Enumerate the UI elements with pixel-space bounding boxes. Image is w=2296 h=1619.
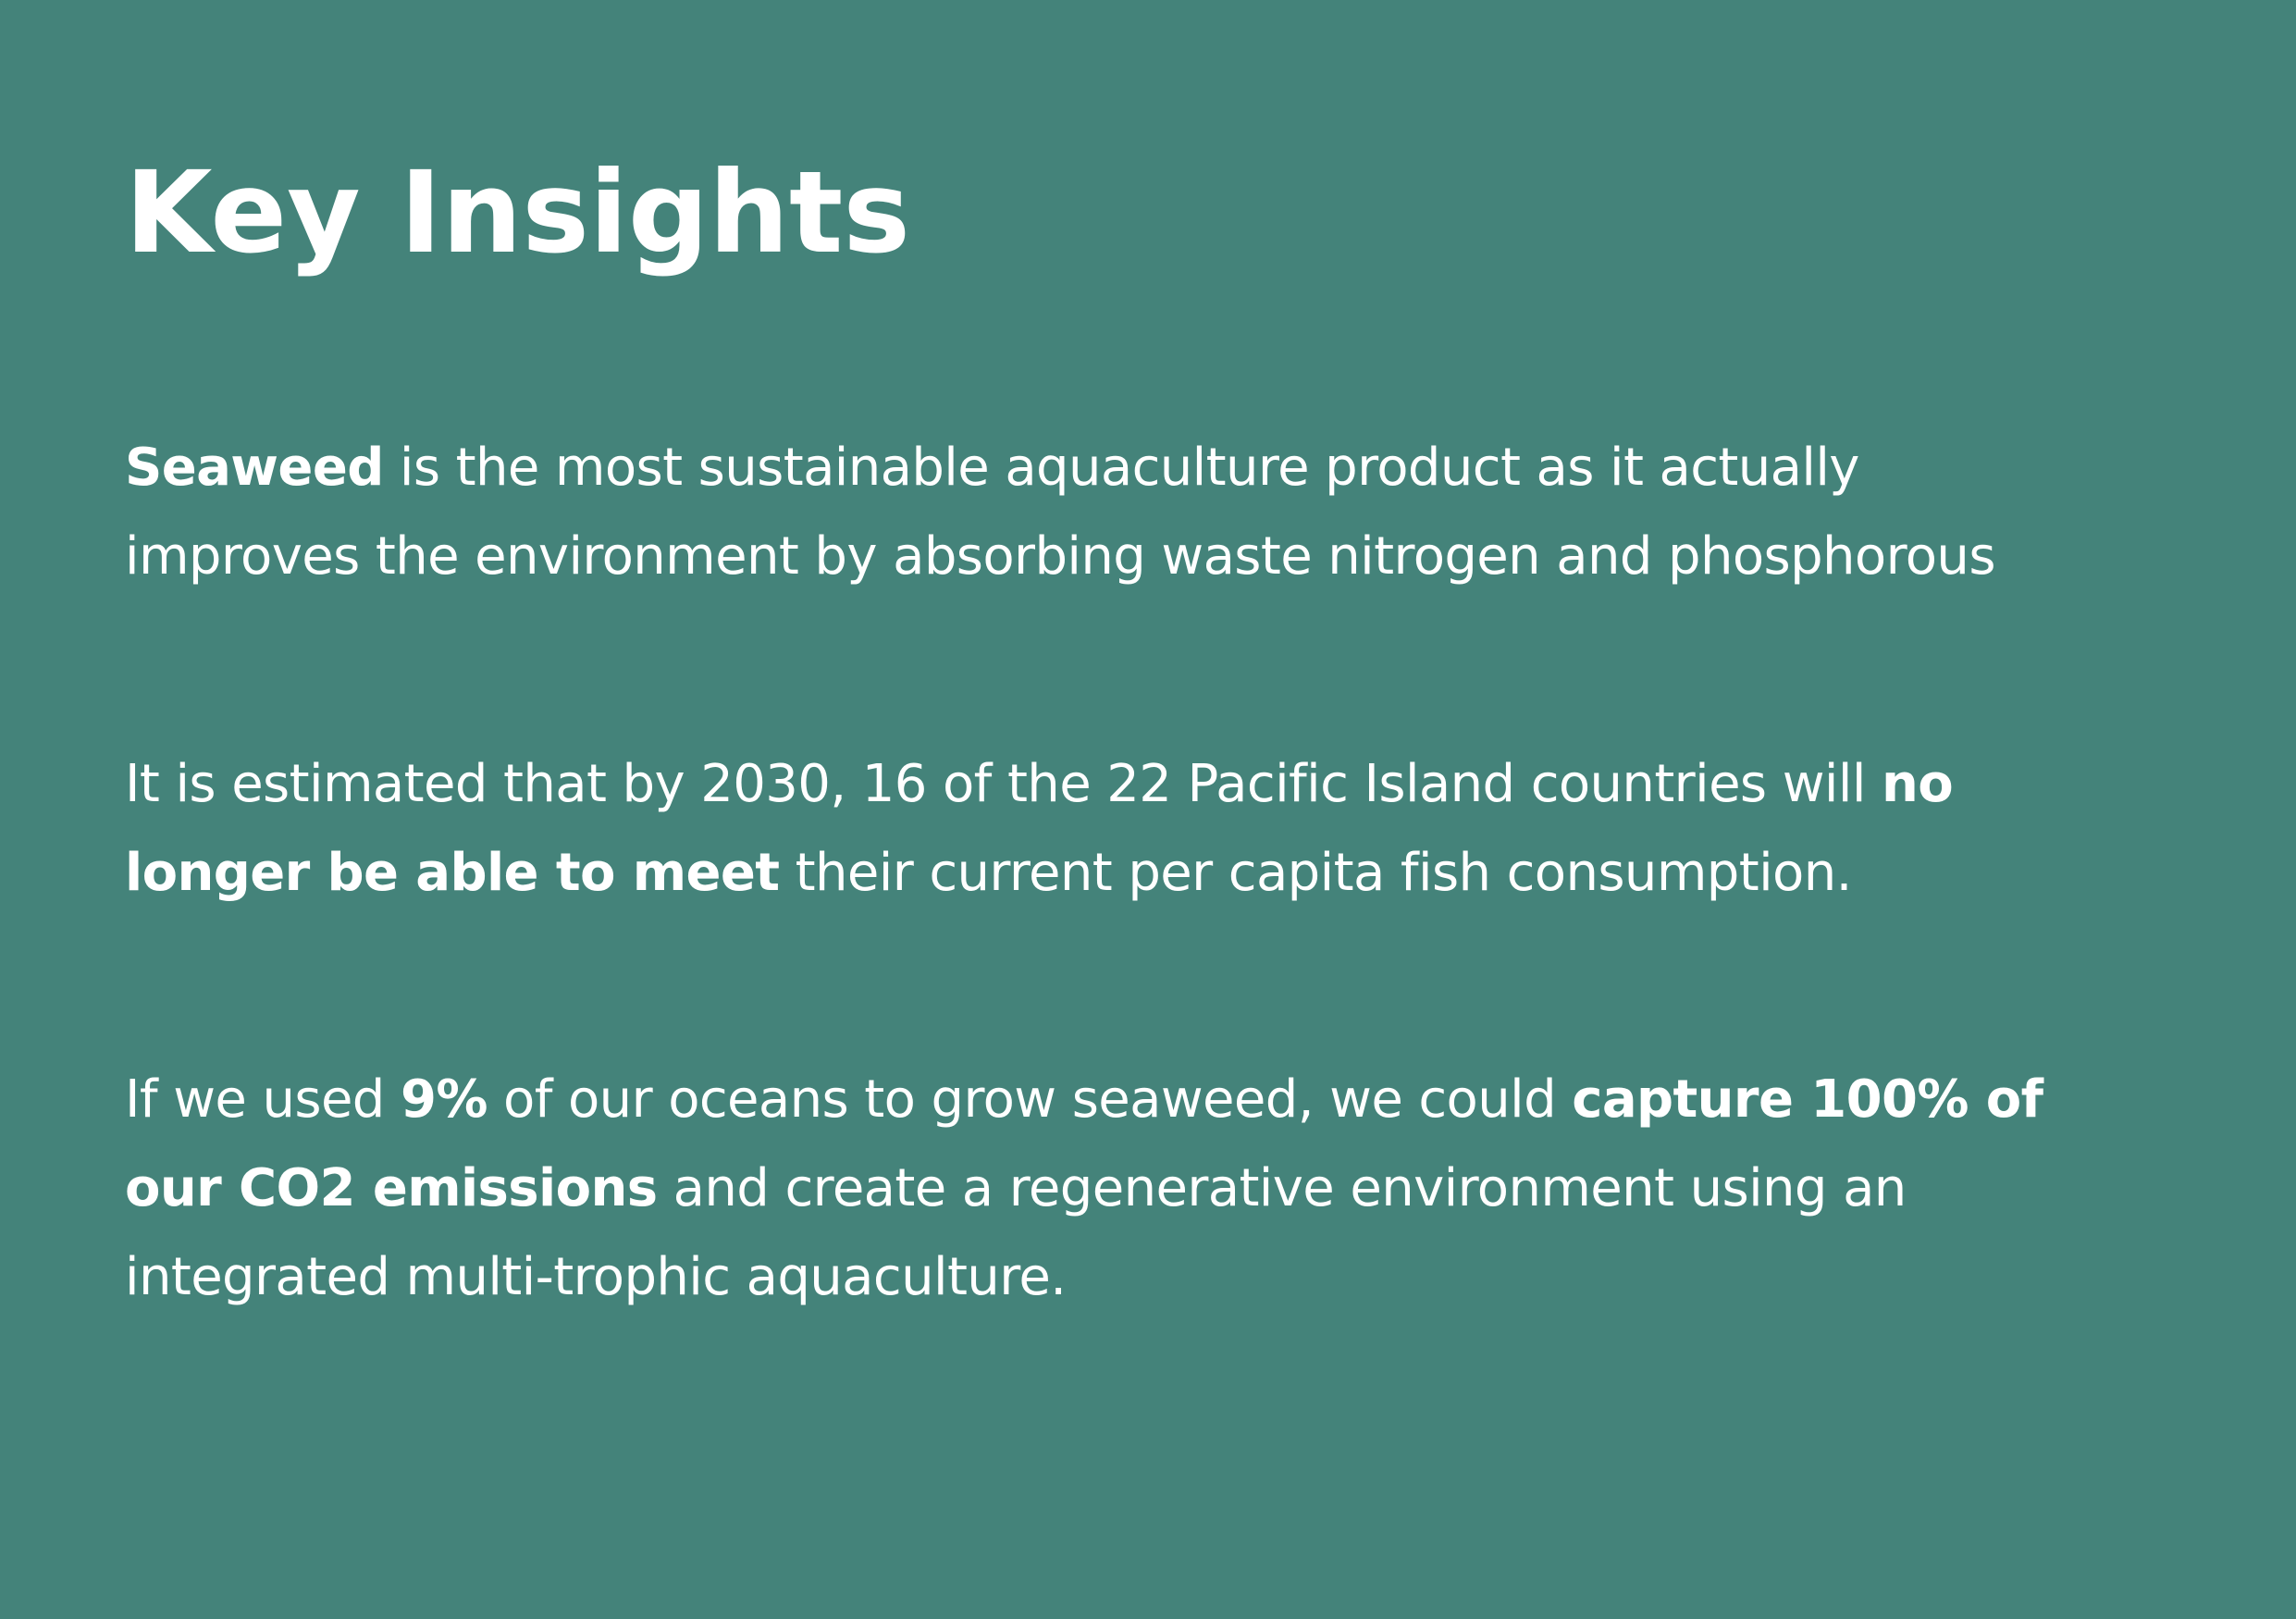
paragraph-line: improves the environment by absorbing wa… — [125, 513, 2216, 601]
paragraph-line: longer be able to meet their current per… — [125, 829, 2216, 918]
body-text: improves the environment by absorbing wa… — [125, 526, 1996, 587]
paragraph-line: Seaweed is the most sustainable aquacult… — [125, 424, 2216, 513]
paragraph-line: integrated multi-trophic aquaculture. — [125, 1233, 2216, 1322]
emphasis-text: our CO2 emissions — [125, 1158, 658, 1218]
body-text: If we used — [125, 1069, 401, 1130]
emphasis-text: capture 100% of — [1572, 1069, 2043, 1130]
body-text: It is estimated that by 2030, 16 of the … — [125, 754, 1882, 814]
body-text: is the most sustainable aquaculture prod… — [383, 438, 1860, 498]
body-text: and create a regenerative environment us… — [657, 1158, 1907, 1218]
emphasis-text: Seaweed — [125, 438, 384, 498]
insight-paragraph-co2: If we used 9% of our oceans to grow seaw… — [125, 1056, 2216, 1322]
emphasis-text: longer be able to meet — [125, 843, 780, 903]
body-text: their current per capita fish consumptio… — [779, 843, 1853, 903]
paragraph-line: It is estimated that by 2030, 16 of the … — [125, 740, 2216, 829]
insight-paragraph-seaweed: Seaweed is the most sustainable aquacult… — [125, 424, 2216, 601]
body-text: of our oceans to grow seaweed, we could — [487, 1069, 1573, 1130]
emphasis-text: 9% — [400, 1069, 488, 1130]
paragraph-line: If we used 9% of our oceans to grow seaw… — [125, 1056, 2216, 1144]
emphasis-text: no — [1881, 754, 1954, 814]
insight-paragraph-pacific: It is estimated that by 2030, 16 of the … — [125, 740, 2216, 918]
body-text: integrated multi-trophic aquaculture. — [125, 1247, 1067, 1307]
paragraph-line: our CO2 emissions and create a regenerat… — [125, 1144, 2216, 1233]
slide-title: Key Insights — [125, 147, 910, 278]
